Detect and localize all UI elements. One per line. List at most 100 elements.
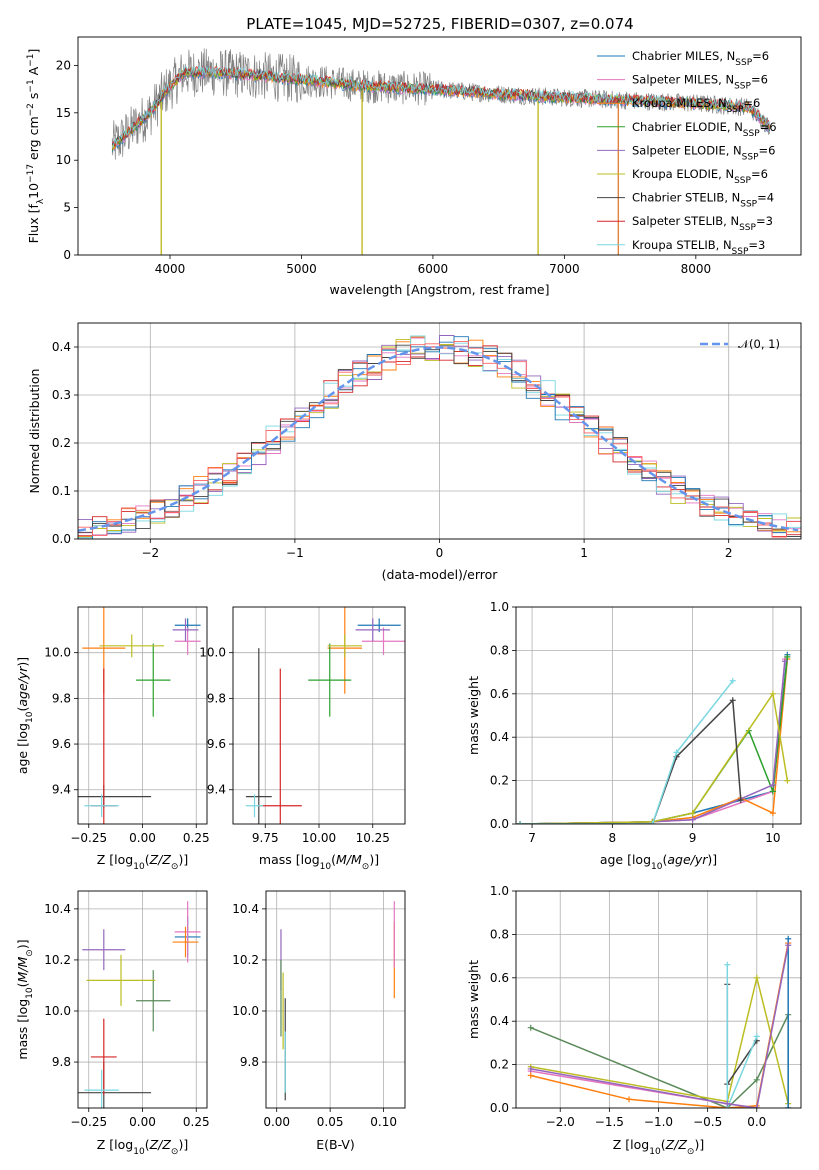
x-tick-label: −1.5 xyxy=(595,1115,624,1129)
axes-frame xyxy=(515,606,802,825)
chart-mass_vs_ebv: 0.00 0.05 0.10 9.8 10.0 10.2 10.4 E(B-V) xyxy=(232,890,406,1152)
marker-kroupa_elodie xyxy=(689,810,696,817)
marker-salpeter_elodie xyxy=(753,1105,760,1108)
x-tick-label: −2 xyxy=(141,546,159,560)
x-tick-label: 0.0 xyxy=(747,1115,766,1129)
legend: Chabrier MILES, NSSP=6 Salpeter MILES, NS… xyxy=(597,49,777,257)
plot-area xyxy=(266,891,405,1108)
marker-kroupa_stelib xyxy=(517,821,524,824)
y-tick-label: 0.2 xyxy=(490,1058,509,1072)
plot-area xyxy=(78,607,207,824)
x-tick-label: 1 xyxy=(580,546,588,560)
series-kroupa_miles xyxy=(530,942,789,1108)
model-line-chabrier_stelib xyxy=(111,65,770,147)
marker-kroupa_elodie xyxy=(784,777,791,784)
y-tick-label: 10.2 xyxy=(232,953,259,967)
chart-mass_vs_Z: −0.25 0.00 0.25 9.8 10.0 10.2 10.4 Z [log10(Z/Z… xyxy=(15,890,210,1157)
chart-spectrum: 4000 5000 6000 7000 8000 0 5 10 15 20 wavelength [… xyxy=(26,36,802,297)
y-tick-label: 0.6 xyxy=(490,971,509,985)
y-axis-label: Flux [fλ10−17 erg cm−2 s−1 A−1] xyxy=(26,49,46,244)
plot-area xyxy=(516,891,801,1108)
axes-frame xyxy=(77,890,208,1109)
x-tick-label: 10 xyxy=(765,831,780,845)
axes-frame xyxy=(77,36,802,256)
legend-item: Salpeter STELIB, NSSP=3 xyxy=(632,214,773,233)
x-tick-label: 5000 xyxy=(286,262,317,276)
y-tick-label: 0.4 xyxy=(52,340,71,354)
x-tick-label: 10.00 xyxy=(302,831,336,845)
x-axis-label: mass [log10(M/M⊙)] xyxy=(259,852,379,872)
marker-kroupa_elodie xyxy=(769,690,776,697)
series-kroupa_stelib xyxy=(726,964,758,1108)
y-tick-label: 0.8 xyxy=(490,927,509,941)
y-tick-label: 9.4 xyxy=(207,783,226,797)
x-axis-label: E(B-V) xyxy=(316,1137,355,1152)
marker-kroupa_elodie xyxy=(753,974,760,981)
series-chabrier_miles xyxy=(519,654,789,824)
y-tick-label: 0.8 xyxy=(490,643,509,657)
x-tick-label: 9.75 xyxy=(252,831,279,845)
y-tick-label: 10.0 xyxy=(44,1004,71,1018)
marker-salpeter_elodie xyxy=(769,781,776,788)
x-tick-label: 0.25 xyxy=(183,1115,210,1129)
marker-kroupa_stelib xyxy=(673,749,680,756)
figure-title: PLATE=1045, MJD=52725, FIBERID=0307, z=0… xyxy=(246,15,633,33)
legend-item: Chabrier MILES, NSSP=6 xyxy=(632,49,769,68)
marker-kroupa_stelib xyxy=(724,961,731,968)
x-tick-label: 8 xyxy=(609,831,617,845)
legend-item: Chabrier STELIB, NSSP=4 xyxy=(632,191,774,210)
histogram-8 xyxy=(78,340,801,538)
x-tick-label: −1 xyxy=(286,546,304,560)
series-green_dark xyxy=(530,1014,789,1108)
y-tick-label: 10.0 xyxy=(199,646,226,660)
marker-kroupa_stelib xyxy=(753,1033,760,1040)
y-tick-label: 0.2 xyxy=(490,774,509,788)
marker-salpeter_elodie xyxy=(724,1100,731,1107)
marker-chabrier_stelib xyxy=(729,697,736,704)
legend-item: Kroupa ELODIE, NSSP=6 xyxy=(632,167,768,186)
y-tick-label: 9.8 xyxy=(207,691,226,705)
marker-kroupa_stelib xyxy=(729,677,736,684)
series-kroupa_elodie xyxy=(530,977,789,1104)
y-axis-label: mass [log10(M/M⊙)] xyxy=(15,939,35,1059)
marker-kroupa_miles xyxy=(626,1096,633,1103)
y-tick-label: 10.4 xyxy=(232,902,259,916)
marker-green_dark xyxy=(753,1076,760,1083)
x-tick-label: 2 xyxy=(725,546,733,560)
legend-item: Salpeter MILES, NSSP=6 xyxy=(632,73,768,92)
x-axis-label: Z [log10(Z/Z⊙)] xyxy=(613,1137,704,1157)
x-tick-label: 0.00 xyxy=(263,1115,290,1129)
x-axis-label: Z [log10(Z/Z⊙)] xyxy=(97,852,188,872)
y-tick-label: 0.1 xyxy=(52,484,71,498)
x-tick-label: −0.5 xyxy=(693,1115,722,1129)
x-tick-label: 4000 xyxy=(155,262,186,276)
series-salpeter_miles xyxy=(530,942,789,1108)
chart-age_vs_Z: −0.25 0.00 0.25 9.4 9.6 9.8 10.0 Z [log10(Z/Z⊙)… xyxy=(15,606,210,872)
axes-frame xyxy=(515,890,802,1109)
series-chabrier_stelib xyxy=(520,698,742,824)
marker-salpeter_elodie xyxy=(785,942,792,949)
plot-area xyxy=(78,323,801,539)
x-tick-label: 9 xyxy=(689,831,697,845)
y-axis-label: mass weight xyxy=(466,676,481,755)
y-tick-label: 0.4 xyxy=(490,730,509,744)
x-tick-label: 0.05 xyxy=(317,1115,344,1129)
series-kroupa_stelib xyxy=(520,680,734,824)
legend-item: Kroupa STELIB, NSSP=3 xyxy=(632,238,765,257)
x-axis-label: age [log10(age/yr)] xyxy=(600,852,717,872)
legend: 𝒩(0, 1) xyxy=(700,337,780,351)
marker-chabrier_elodie xyxy=(784,653,791,660)
y-tick-label: 9.8 xyxy=(240,1055,259,1069)
model-line-kroupa_stelib xyxy=(111,64,770,148)
marker-salpeter_elodie xyxy=(689,816,696,823)
normal-curve xyxy=(78,346,799,532)
y-tick-label: 20 xyxy=(56,58,71,72)
series-kroupa_miles xyxy=(519,659,789,824)
y-tick-label: 10.0 xyxy=(44,646,71,660)
x-tick-label: 7000 xyxy=(549,262,580,276)
y-tick-label: 15 xyxy=(56,106,71,120)
plot-area xyxy=(233,607,405,824)
marker-green_dark xyxy=(527,1024,534,1031)
plot-area xyxy=(516,607,801,824)
